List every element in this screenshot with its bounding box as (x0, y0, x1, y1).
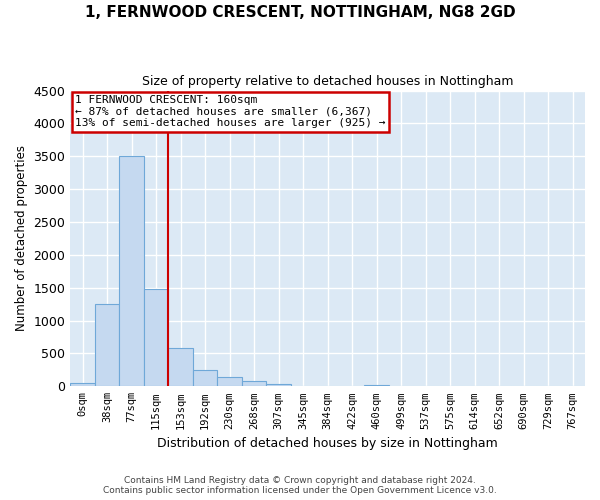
Bar (266, 384, 291, 386)
Text: 1, FERNWOOD CRESCENT, NOTTINGHAM, NG8 2GD: 1, FERNWOOD CRESCENT, NOTTINGHAM, NG8 2G… (85, 5, 515, 20)
Text: 1 FERNWOOD CRESCENT: 160sqm
← 87% of detached houses are smaller (6,367)
13% of : 1 FERNWOOD CRESCENT: 160sqm ← 87% of det… (76, 95, 386, 128)
X-axis label: Distribution of detached houses by size in Nottingham: Distribution of detached houses by size … (157, 437, 498, 450)
Text: Contains HM Land Registry data © Crown copyright and database right 2024.
Contai: Contains HM Land Registry data © Crown c… (103, 476, 497, 495)
Bar (169, 348, 193, 387)
Bar (193, 370, 217, 386)
Bar (95, 304, 119, 386)
Bar (144, 289, 169, 386)
Title: Size of property relative to detached houses in Nottingham: Size of property relative to detached ho… (142, 75, 514, 88)
Bar (119, 156, 144, 386)
Y-axis label: Number of detached properties: Number of detached properties (15, 146, 28, 332)
Bar (70, 383, 95, 386)
Bar (242, 381, 266, 386)
Bar (217, 378, 242, 386)
